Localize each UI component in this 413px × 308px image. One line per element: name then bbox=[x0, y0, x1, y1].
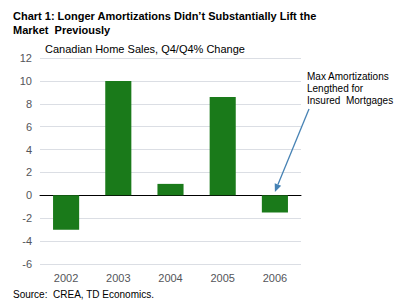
svg-text:-6: -6 bbox=[22, 258, 32, 270]
svg-text:8: 8 bbox=[26, 98, 32, 110]
svg-text:2003: 2003 bbox=[106, 272, 130, 284]
svg-text:Lengthed for: Lengthed for bbox=[307, 83, 364, 94]
svg-text:Canadian Home Sales, Q4/Q4% Ch: Canadian Home Sales, Q4/Q4% Change bbox=[45, 43, 245, 55]
svg-text:0: 0 bbox=[26, 189, 32, 201]
svg-text:4: 4 bbox=[26, 144, 32, 156]
svg-text:Source: CREA, TD Economics.: Source: CREA, TD Economics. bbox=[13, 289, 154, 300]
svg-text:12: 12 bbox=[20, 52, 32, 64]
svg-text:Max Amortizations: Max Amortizations bbox=[307, 71, 389, 82]
svg-text:2: 2 bbox=[26, 166, 32, 178]
svg-text:6: 6 bbox=[26, 121, 32, 133]
svg-text:2006: 2006 bbox=[263, 272, 287, 284]
svg-text:2002: 2002 bbox=[54, 272, 78, 284]
svg-text:2004: 2004 bbox=[158, 272, 182, 284]
svg-text:Market Previously: Market Previously bbox=[13, 24, 111, 36]
svg-text:-4: -4 bbox=[22, 235, 32, 247]
svg-text:10: 10 bbox=[20, 75, 32, 87]
svg-text:Insured Mortgages: Insured Mortgages bbox=[307, 95, 393, 106]
svg-text:-2: -2 bbox=[22, 212, 32, 224]
svg-text:Chart 1: Longer Amortizations: Chart 1: Longer Amortizations Didn’t Sub… bbox=[13, 10, 316, 22]
svg-text:2005: 2005 bbox=[210, 272, 234, 284]
